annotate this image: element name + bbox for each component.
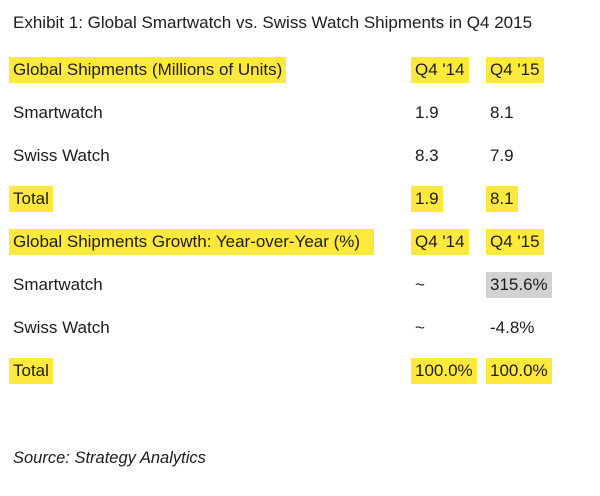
growth-header-q414: Q4 '14 [411,228,469,255]
row-q415-value: -4.8% [490,317,535,337]
row-label: Total [9,357,53,384]
growth-header-row: Global Shipments Growth: Year-over-Year … [9,220,590,263]
table-row-smartwatch-shipments: Smartwatch 1.9 8.1 [13,91,590,134]
table-row-smartwatch-growth: Smartwatch ~ 315.6% [13,263,590,306]
shipments-header-q414: Q4 '14 [411,56,469,83]
shipments-header-label-cell: Global Shipments (Millions of Units) [9,56,415,83]
shipments-header-q415: Q4 '15 [486,56,544,83]
growth-table: Global Shipments Growth: Year-over-Year … [9,220,590,392]
row-q415-cell: 7.9 [490,143,590,169]
row-label-cell: Total [9,357,415,384]
row-q414-value: ~ [415,274,425,294]
row-q415-value: 100.0% [486,357,552,384]
row-q414-cell: 100.0% [411,357,490,384]
row-q415-value: 8.1 [490,102,514,122]
table-row-swisswatch-growth: Swiss Watch ~ -4.8% [13,306,590,349]
row-q415-cell: 8.1 [490,100,590,126]
row-label: Swiss Watch [13,145,110,165]
row-q415-cell: 315.6% [486,271,590,298]
row-q414-value: 8.3 [415,145,439,165]
row-q414-value: 1.9 [415,102,439,122]
row-q414-cell: ~ [415,315,490,341]
row-label: Smartwatch [13,102,103,122]
row-label-cell: Total [9,185,415,212]
row-q415-cell: 8.1 [486,185,590,212]
growth-header-label: Global Shipments Growth: Year-over-Year … [9,228,375,255]
row-q414-cell: ~ [415,272,490,298]
row-q414-cell: 1.9 [415,100,490,126]
table-row-total-shipments: Total 1.9 8.1 [9,177,590,220]
row-q415-cell: 100.0% [486,357,590,384]
growth-header-q414-cell: Q4 '14 [411,228,490,255]
row-q415-value: 7.9 [490,145,514,165]
row-q414-value: ~ [415,317,425,337]
exhibit-title: Exhibit 1: Global Smartwatch vs. Swiss W… [13,13,533,32]
growth-header-q415: Q4 '15 [486,228,544,255]
shipments-header-q415-cell: Q4 '15 [486,56,590,83]
row-label: Swiss Watch [13,317,110,337]
growth-header-label-cell: Global Shipments Growth: Year-over-Year … [9,228,415,255]
row-q415-value: 8.1 [486,185,518,212]
table-row-total-growth: Total 100.0% 100.0% [9,349,590,392]
row-q414-value: 100.0% [411,357,477,384]
row-q414-cell: 1.9 [411,185,490,212]
row-q414-value: 1.9 [411,185,443,212]
row-label-cell: Smartwatch [13,100,415,126]
row-label-cell: Smartwatch [13,272,415,298]
table-row-swisswatch-shipments: Swiss Watch 8.3 7.9 [13,134,590,177]
row-label: Total [9,185,53,212]
row-label: Smartwatch [13,274,103,294]
source-attribution: Source: Strategy Analytics [13,449,206,467]
shipments-header-row: Global Shipments (Millions of Units) Q4 … [9,48,590,91]
shipments-header-q414-cell: Q4 '14 [411,56,490,83]
row-label-cell: Swiss Watch [13,315,415,341]
row-label-cell: Swiss Watch [13,143,415,169]
growth-header-q415-cell: Q4 '15 [486,228,590,255]
shipments-header-label: Global Shipments (Millions of Units) [9,56,287,83]
row-q415-value-gray-highlight: 315.6% [486,271,552,298]
row-q415-cell: -4.8% [490,315,590,341]
row-q414-cell: 8.3 [415,143,490,169]
shipments-table: Global Shipments (Millions of Units) Q4 … [9,48,590,220]
